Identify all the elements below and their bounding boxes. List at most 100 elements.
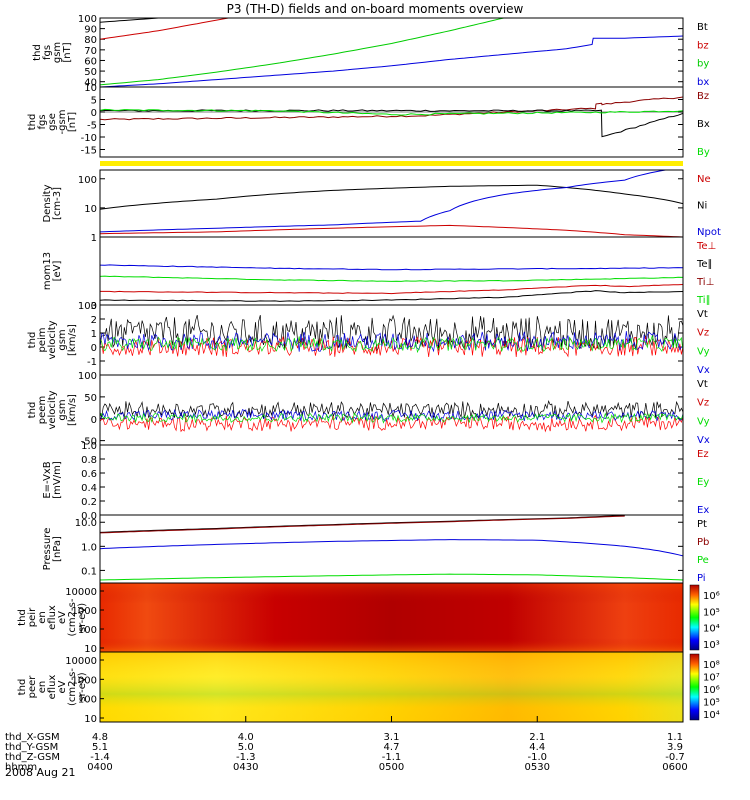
- panel-p6: 100 50 0 -50 thd peem velocity gsm [km/s] Vt Vz Vy V…: [27, 371, 710, 448]
- series-Vx-trace: [100, 331, 683, 353]
- legend-Pt: Pt: [697, 519, 707, 530]
- x-tick-value: 4.0: [238, 732, 254, 743]
- colorbar: [689, 584, 700, 651]
- y-tick-label: 0: [91, 108, 97, 119]
- y-tick-label: 60: [84, 56, 97, 67]
- series-Npot: [100, 170, 669, 233]
- legend-Ey: Ey: [697, 477, 709, 488]
- y-tick-label: 0.6: [81, 469, 97, 480]
- x-row-label: hhmm: [5, 762, 37, 773]
- x-tick-value: 4.8: [92, 732, 108, 743]
- legend-By: By: [697, 147, 710, 158]
- legend-Te∥: Te∥: [696, 259, 713, 270]
- legend-Npot: Npot: [697, 227, 721, 238]
- y-tick-label: 0.1: [81, 566, 97, 577]
- x-row-label: thd_X-GSM: [5, 732, 60, 743]
- legend-Ex: Ex: [697, 505, 709, 516]
- series-Vy-trace: [100, 412, 683, 424]
- spectrogram-shade: [100, 583, 683, 652]
- legend-Vz: Vz: [697, 328, 709, 339]
- x-tick-value: -1.1: [382, 752, 402, 763]
- y-tick-label: 10: [84, 714, 97, 725]
- y-tick-label: 10000: [65, 656, 97, 667]
- x-tick-value: 3.1: [384, 732, 400, 743]
- legend-Vy: Vy: [697, 346, 710, 357]
- y-tick-label: -5: [87, 121, 97, 132]
- y-axis-label: mom13: [42, 252, 53, 290]
- legend-Vz: Vz: [697, 398, 709, 409]
- y-axis-label: eflux: [47, 605, 58, 630]
- colorbar-tick-label: 10³: [703, 640, 720, 651]
- legend-Vt: Vt: [697, 309, 708, 320]
- x-tick-value: 0500: [379, 762, 404, 773]
- series-Vy-trace: [100, 334, 683, 354]
- x-tick-value: 5.0: [238, 742, 254, 753]
- series-group: [100, 18, 683, 87]
- y-axis-label: gsm: [57, 329, 68, 350]
- y-tick-label: 1.0: [81, 441, 97, 452]
- series-Te⊥: [100, 284, 683, 295]
- y-axis-label: thd: [17, 679, 28, 696]
- x-tick-value: 0430: [233, 762, 258, 773]
- legend-Pb: Pb: [697, 537, 709, 548]
- y-axis-label: peir: [27, 607, 38, 627]
- yellow-status-bar: [100, 161, 683, 166]
- series-By: [100, 108, 683, 116]
- panel-frame: [99, 514, 684, 584]
- x-tick-value: -1.4: [90, 752, 110, 763]
- series-group: [100, 264, 683, 302]
- y-tick-label: 100: [78, 175, 97, 186]
- x-tick-value: 0600: [662, 762, 687, 773]
- y-tick-label: 3: [91, 301, 97, 312]
- y-axis-label: peem: [37, 396, 48, 424]
- legend-by: by: [697, 59, 709, 70]
- legend-Ne: Ne: [697, 174, 711, 185]
- y-tick-label: 1000: [72, 606, 97, 617]
- series-Bt: [100, 18, 165, 23]
- panel-frame: [99, 236, 684, 306]
- y-axis-label: [eV]: [52, 261, 63, 282]
- y-tick-label: -1: [87, 357, 97, 368]
- x-tick-value: 2.1: [529, 732, 545, 743]
- series-Vz-trace: [100, 414, 683, 433]
- y-axis-label: [cm-3]: [52, 187, 63, 220]
- x-tick-value: 0530: [525, 762, 550, 773]
- y-axis-label: Pressure: [42, 528, 53, 571]
- y-tick-label: 0.0: [81, 511, 97, 522]
- y-axis-label: [km/s]: [67, 324, 78, 356]
- y-axis-label: -gsm: [57, 110, 68, 135]
- legend-Bt: Bt: [697, 22, 708, 33]
- series-Bz: [100, 96, 683, 121]
- legend-Vy: Vy: [697, 416, 710, 427]
- y-tick-label: 10: [84, 204, 97, 215]
- y-axis-label: peer: [27, 675, 38, 699]
- y-axis-label: [nT]: [62, 42, 73, 62]
- series-group: [100, 515, 683, 581]
- x-tick-value: 5.1: [92, 742, 108, 753]
- panel-p9: 10⁶ 10⁵ 10⁴ 10³ 10000 1000 100 10 thd peir en eflux…: [17, 582, 720, 655]
- legend-Vx: Vx: [697, 365, 710, 376]
- x-tick-value: -1.3: [236, 752, 256, 763]
- y-axis-label: fgs: [42, 45, 53, 60]
- legend-Ez: Ez: [697, 449, 709, 460]
- y-tick-label: 1: [91, 329, 97, 340]
- y-tick-label: -10: [81, 133, 97, 144]
- y-tick-label: 10: [84, 644, 97, 655]
- y-tick-label: 10.0: [75, 518, 97, 529]
- y-axis-label: fgs: [37, 114, 48, 129]
- series-Ti∥: [100, 264, 683, 271]
- series-Ti⊥: [100, 275, 683, 282]
- y-tick-label: 100: [78, 14, 97, 25]
- y-axis-label: [mV/m]: [52, 461, 63, 499]
- y-tick-label: -15: [81, 146, 97, 157]
- y-axis-label: en: [37, 681, 48, 694]
- y-axis-label: [km/s]: [67, 394, 78, 426]
- legend-Vx: Vx: [697, 435, 710, 446]
- y-axis-label: thd: [32, 44, 43, 61]
- colorbar-tick-label: 10⁴: [703, 624, 720, 635]
- y-tick-label: -50: [81, 437, 97, 448]
- colorbar-tick-label: 10⁵: [703, 698, 720, 709]
- y-axis-label: peim: [37, 327, 48, 352]
- y-axis-label: velocity: [47, 390, 58, 429]
